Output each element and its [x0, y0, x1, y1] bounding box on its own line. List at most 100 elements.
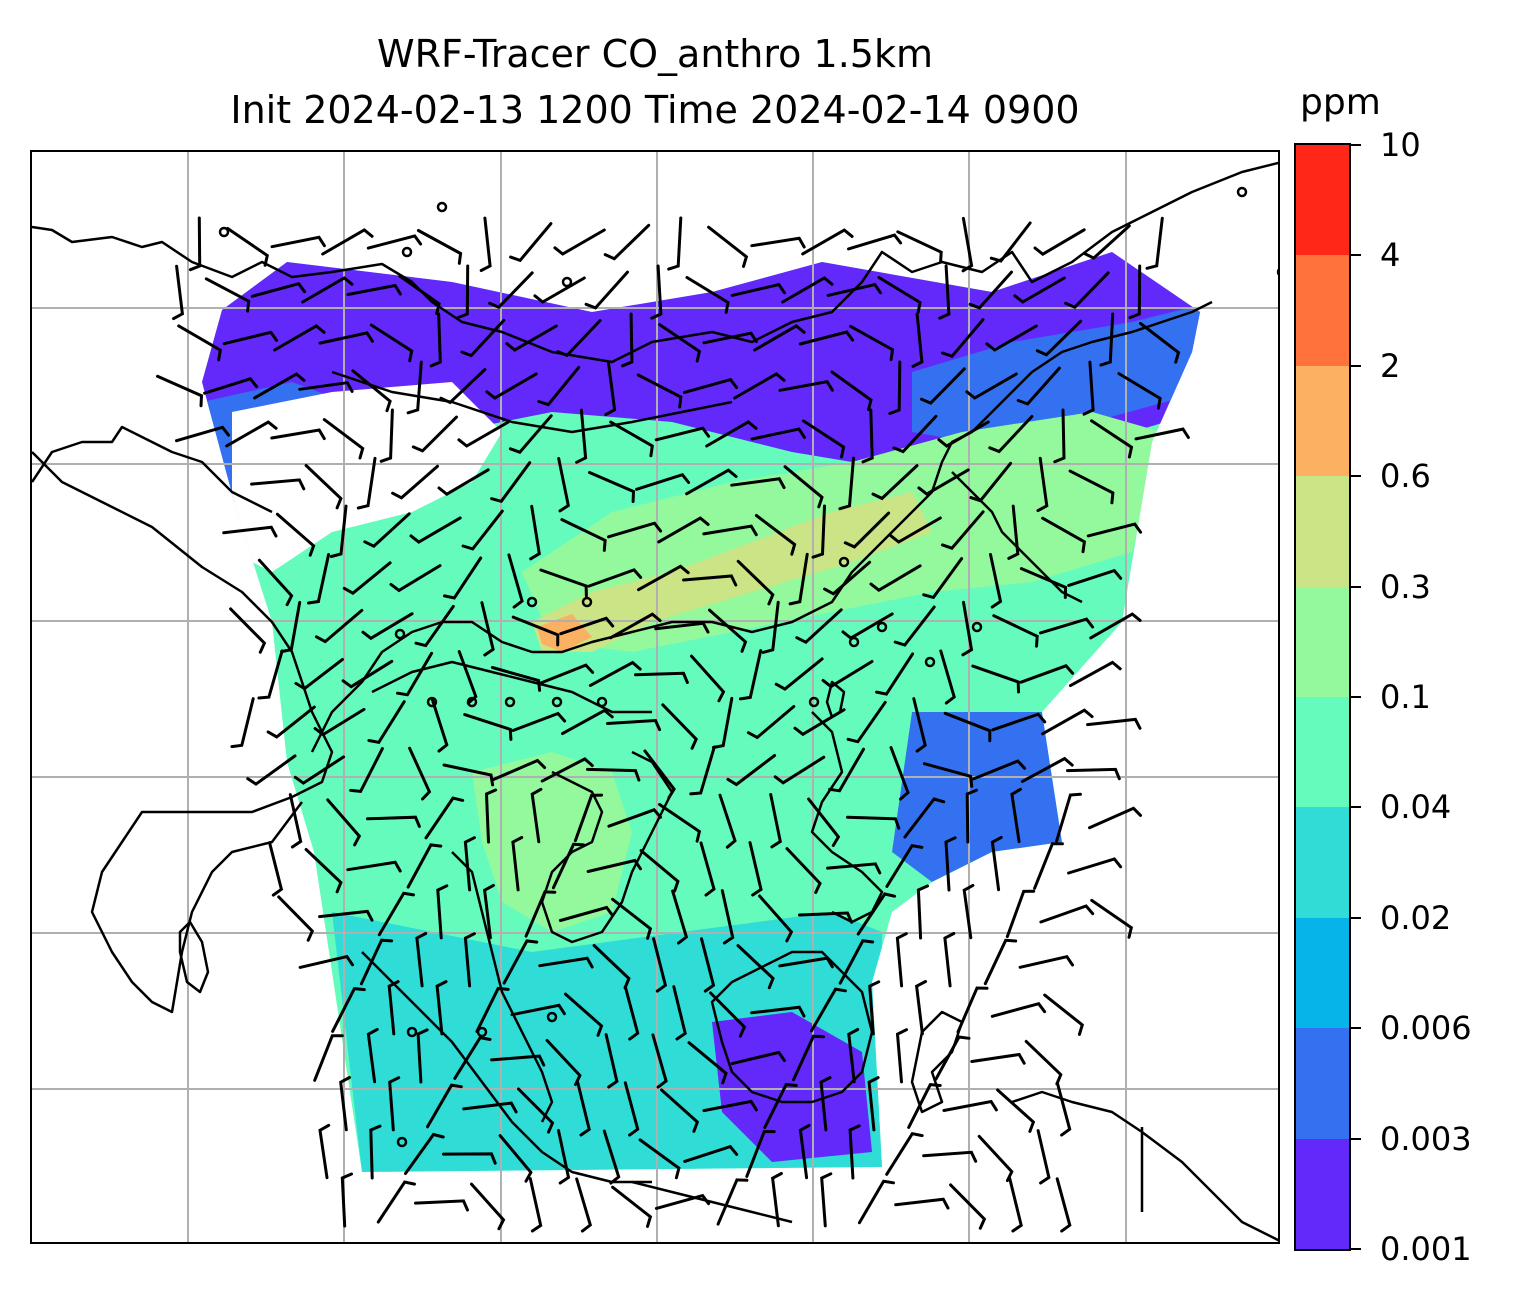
wind-barb	[359, 938, 394, 986]
wind-barb	[457, 650, 478, 705]
wind-barb	[746, 705, 796, 740]
wind-barb	[638, 1138, 681, 1180]
wind-barb	[222, 330, 279, 346]
wind-barb	[509, 222, 553, 263]
wind-barb	[917, 468, 970, 496]
colorbar-segment-8	[1296, 365, 1349, 477]
colorbar-segment-10	[1296, 144, 1349, 256]
wind-barb	[983, 938, 1018, 986]
wind-barb	[1055, 1177, 1072, 1233]
wind-barb	[156, 374, 204, 408]
wind-barb	[539, 568, 588, 598]
wind-barb	[436, 884, 449, 940]
wind-barb	[485, 372, 538, 400]
wind-barb	[561, 708, 614, 736]
wind-barbs-layer	[156, 186, 1278, 1233]
wind-barb	[406, 360, 423, 415]
wind-barb	[977, 1134, 1014, 1183]
wind-barb	[490, 666, 542, 692]
wind-barb	[351, 369, 392, 413]
wind-barb	[1139, 321, 1181, 364]
calm-wind-marker	[876, 621, 888, 633]
wind-barb	[846, 700, 887, 744]
wind-barb	[745, 1130, 776, 1178]
wind-barb	[763, 1082, 798, 1129]
wind-barb	[575, 1177, 593, 1233]
wind-barb	[636, 373, 683, 409]
wind-barb	[461, 509, 504, 551]
wind-barb	[529, 504, 541, 561]
calm-wind-marker	[218, 226, 230, 238]
wind-barb	[828, 747, 865, 793]
wind-barb	[971, 759, 1027, 781]
wind-barb	[490, 461, 532, 504]
wind-barb	[463, 836, 476, 892]
wind-barb	[922, 762, 974, 788]
wind-barb	[482, 883, 495, 940]
wind-barb	[700, 937, 716, 993]
colorbar-tick-label: 0.02	[1380, 898, 1452, 937]
wind-barb	[687, 1041, 728, 1085]
wind-barb	[968, 270, 1013, 310]
wind-barb	[711, 696, 734, 749]
wind-barb	[965, 788, 978, 844]
wind-barb	[442, 1152, 497, 1165]
wind-barb	[586, 858, 642, 873]
wind-barb	[424, 796, 465, 840]
wind-barb	[1068, 469, 1115, 505]
wind-barb	[587, 568, 643, 588]
wind-barb	[363, 512, 411, 548]
wind-barb	[810, 987, 847, 1033]
coastline-india	[32, 451, 334, 1014]
wind-barb	[1008, 1177, 1023, 1233]
wind-barb	[416, 1028, 429, 1084]
wind-barb	[268, 841, 284, 897]
wind-barb	[414, 604, 455, 648]
wind-barb	[326, 798, 362, 847]
wind-barb	[609, 420, 654, 458]
wind-barb	[895, 1028, 908, 1084]
wind-barb	[875, 652, 915, 696]
wind-barb	[557, 457, 570, 513]
wind-barb	[820, 1172, 833, 1228]
wind-barb	[329, 504, 348, 558]
wind-barb	[584, 270, 629, 310]
colorbar-segment-6	[1296, 586, 1349, 697]
wind-barb	[298, 381, 354, 393]
wind-barb	[920, 367, 966, 405]
wind-barb	[250, 281, 307, 298]
wind-barb	[888, 360, 902, 415]
wind-barb	[557, 1129, 571, 1185]
wind-barb	[654, 426, 711, 442]
calm-wind-marker	[581, 596, 593, 608]
wind-barb	[203, 377, 259, 395]
calm-wind-marker	[561, 276, 573, 288]
wind-barb	[895, 932, 908, 988]
wind-barb	[439, 368, 487, 405]
colorbar-tick-mark	[1351, 144, 1361, 146]
wind-barb	[1019, 567, 1068, 599]
wind-barb	[604, 360, 617, 417]
wind-barb	[510, 1003, 566, 1017]
wind-barb	[962, 883, 975, 940]
wind-barb	[750, 427, 806, 441]
wind-barb	[783, 465, 824, 509]
wind-barb	[558, 905, 615, 922]
wind-barb	[861, 408, 874, 464]
wind-barb	[1083, 224, 1131, 260]
wind-barb	[321, 228, 374, 256]
wind-barb	[989, 221, 1032, 263]
wind-barb	[389, 564, 442, 593]
wind-barb	[857, 1179, 895, 1225]
wind-barb	[961, 216, 974, 273]
wind-barb	[318, 1123, 331, 1180]
wind-barb	[623, 985, 640, 1041]
wind-barb	[1090, 898, 1133, 939]
wind-barb	[349, 747, 384, 793]
wind-barb	[801, 419, 846, 459]
wind-barb	[798, 911, 853, 924]
wind-barb	[406, 843, 443, 889]
colorbar-tick-label: 4	[1380, 236, 1401, 275]
wind-barb	[322, 418, 365, 460]
calm-wind-marker	[504, 696, 516, 708]
